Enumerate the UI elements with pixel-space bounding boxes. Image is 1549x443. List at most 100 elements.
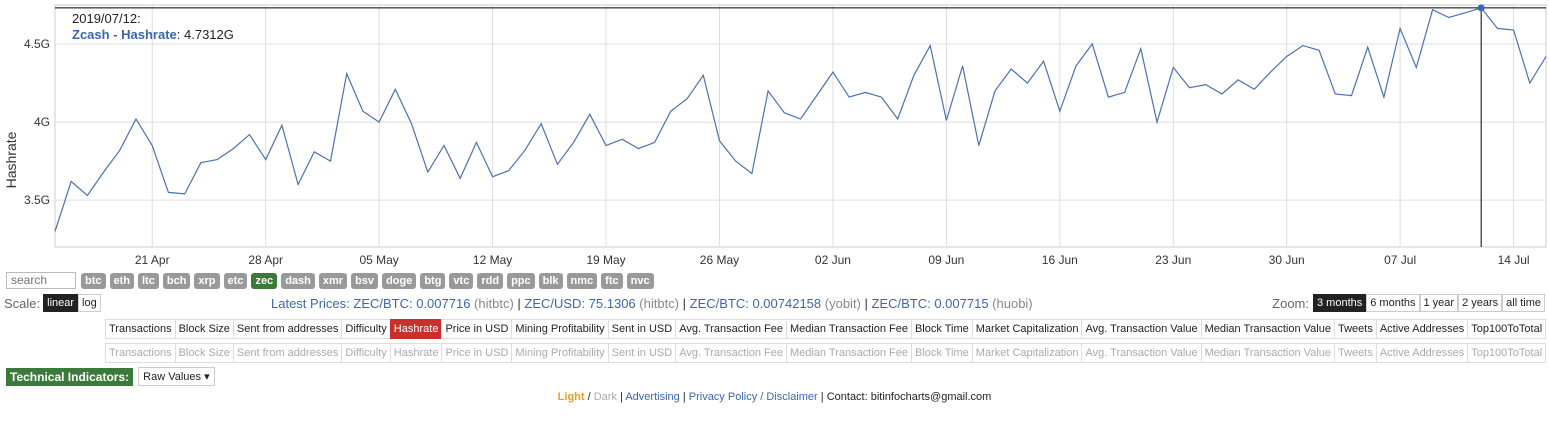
theme-light-link[interactable]: Light — [557, 391, 585, 403]
metric-sent-in-usd-tab[interactable]: Sent in USD — [607, 319, 677, 339]
metric-tweets-tab[interactable]: Tweets — [1333, 319, 1377, 339]
metric-active-addresses-tab[interactable]: Active Addresses — [1375, 319, 1469, 339]
prices-title: Latest Prices: — [271, 296, 354, 311]
zoom-control: Zoom: 3 months 6 months 1 year 2 years all t… — [1272, 294, 1545, 312]
compare-difficulty-tab[interactable]: Difficulty — [341, 343, 391, 363]
footer-sep: | — [616, 391, 626, 403]
compare-sent-in-usd-tab[interactable]: Sent in USD — [607, 343, 677, 363]
y-axis-label: Hashrate — [3, 131, 19, 188]
compare-median-transaction-value-tab[interactable]: Median Transaction Value — [1200, 343, 1335, 363]
metric-median-transaction-value-tab[interactable]: Median Transaction Value — [1200, 319, 1335, 339]
advertising-link[interactable]: Advertising — [625, 391, 680, 403]
coin-bsv[interactable]: bsv — [351, 273, 379, 289]
coin-ltc[interactable]: ltc — [138, 273, 159, 289]
zoom-6-months-button[interactable]: 6 months — [1366, 294, 1420, 312]
compare-mining-profitability-tab[interactable]: Mining Profitability — [511, 343, 609, 363]
x-tick-label: 28 Apr — [248, 253, 283, 267]
hashrate-series-line — [54, 7, 1547, 232]
coin-nmc[interactable]: nmc — [566, 273, 598, 289]
metric-tabs-secondary: Transactions Block Size Sent from addresse… — [105, 343, 1547, 363]
coin-btc[interactable]: btc — [81, 273, 106, 289]
metric-transactions-tab[interactable]: Transactions — [105, 319, 176, 339]
x-tick-label: 19 May — [586, 253, 625, 267]
coin-doge[interactable]: doge — [382, 273, 417, 289]
metric-block-size-tab[interactable]: Block Size — [174, 319, 234, 339]
scale-linear-button[interactable]: linear — [43, 294, 79, 312]
compare-avg-transaction-value-tab[interactable]: Avg. Transaction Value — [1081, 343, 1202, 363]
x-tick-label: 12 May — [473, 253, 512, 267]
price-value[interactable]: ZEC/BTC: 0.007715 — [871, 296, 989, 311]
price-source: (yobit) — [821, 296, 861, 311]
tooltip-date: 2019/07/12: — [72, 11, 141, 26]
compare-market-capitalization-tab[interactable]: Market Capitalization — [971, 343, 1083, 363]
coin-list: btc eth ltc bch xrp etc zec dash xmr bsv doge btg vt… — [81, 271, 658, 289]
tooltip-number: 4.7312G — [184, 27, 234, 42]
price-separator: | — [679, 296, 690, 311]
compare-transactions-tab[interactable]: Transactions — [105, 343, 176, 363]
coin-btg[interactable]: btg — [420, 273, 446, 289]
zoom-3-months-button[interactable]: 3 months — [1313, 294, 1367, 312]
compare-top100tototal-tab[interactable]: Top100ToTotal — [1467, 343, 1547, 363]
coin-dash[interactable]: dash — [281, 273, 315, 289]
zoom-all-time-button[interactable]: all time — [1502, 294, 1545, 312]
price-value[interactable]: ZEC/BTC: 0.00742158 — [689, 296, 822, 311]
price-value[interactable]: ZEC/USD: 75.1306 — [524, 296, 636, 311]
privacy-policy-link[interactable]: Privacy Policy / Disclaimer — [688, 391, 818, 403]
coin-bch[interactable]: bch — [162, 273, 191, 289]
coin-etc[interactable]: etc — [223, 273, 248, 289]
coin-eth[interactable]: eth — [109, 273, 134, 289]
metric-top100tototal-tab[interactable]: Top100ToTotal — [1467, 319, 1547, 339]
scale-log-button[interactable]: log — [78, 294, 101, 312]
metric-hashrate-tab[interactable]: Hashrate — [389, 319, 443, 339]
compare-hashrate-tab[interactable]: Hashrate — [389, 343, 443, 363]
hashrate-chart[interactable]: 3.5G 4G 4.5G 21 Apr 28 Apr 05 May 12 May 19 Ma… — [0, 0, 1549, 268]
footer: Light / Dark | Advertising | Privacy Pol… — [0, 391, 1549, 403]
search-input[interactable] — [6, 271, 76, 289]
compare-tweets-tab[interactable]: Tweets — [1333, 343, 1377, 363]
metric-price-in-usd-tab[interactable]: Price in USD — [441, 319, 513, 339]
metric-difficulty-tab[interactable]: Difficulty — [341, 319, 391, 339]
x-tick-label: 09 Jun — [928, 253, 964, 267]
metric-mining-profitability-tab[interactable]: Mining Profitability — [511, 319, 609, 339]
x-tick-label: 21 Apr — [135, 253, 170, 267]
compare-block-time-tab[interactable]: Block Time — [910, 343, 973, 363]
metric-avg-transaction-value-tab[interactable]: Avg. Transaction Value — [1081, 319, 1202, 339]
metric-sent-from-addresses-tab[interactable]: Sent from addresses — [232, 319, 343, 339]
price-source: (hitbtc) — [635, 296, 680, 311]
theme-dark-link[interactable]: Dark — [593, 391, 617, 403]
coin-xrp[interactable]: xrp — [194, 273, 220, 289]
compare-block-size-tab[interactable]: Block Size — [174, 343, 234, 363]
y-tick-label: 3.5G — [24, 193, 50, 207]
compare-sent-from-addresses-tab[interactable]: Sent from addresses — [232, 343, 343, 363]
coin-nvc[interactable]: nvc — [626, 273, 654, 289]
coin-zec[interactable]: zec — [251, 273, 278, 289]
metric-median-transaction-fee-tab[interactable]: Median Transaction Fee — [785, 319, 912, 339]
zoom-1-year-button[interactable]: 1 year — [1419, 294, 1459, 312]
highlight-point — [1477, 4, 1485, 12]
compare-price-in-usd-tab[interactable]: Price in USD — [441, 343, 513, 363]
coin-blk[interactable]: blk — [538, 273, 563, 289]
metric-market-capitalization-tab[interactable]: Market Capitalization — [971, 319, 1083, 339]
price-value[interactable]: ZEC/BTC: 0.007716 — [353, 296, 471, 311]
coin-rdd[interactable]: rdd — [477, 273, 504, 289]
coin-ppc[interactable]: ppc — [507, 273, 535, 289]
price-source: (huobi) — [988, 296, 1033, 311]
metric-block-time-tab[interactable]: Block Time — [910, 319, 973, 339]
coin-ftc[interactable]: ftc — [601, 273, 623, 289]
metric-tabs: Transactions Block Size Sent from addresse… — [105, 319, 1547, 339]
metric-avg-transaction-fee-tab[interactable]: Avg. Transaction Fee — [675, 319, 787, 339]
coin-xmr[interactable]: xmr — [318, 273, 348, 289]
price-source: (hitbtc) — [470, 296, 514, 311]
footer-sep: | — [679, 391, 689, 403]
scale-control: Scale: linear log — [4, 294, 101, 312]
price-separator: | — [860, 296, 872, 311]
zoom-2-years-button[interactable]: 2 years — [1458, 294, 1503, 312]
raw-values-dropdown[interactable]: Raw Values ▾ — [138, 367, 215, 386]
compare-avg-transaction-fee-tab[interactable]: Avg. Transaction Fee — [675, 343, 787, 363]
coin-selector: btcethltcbchxrpetczecdashxmrbsvdogebtgvt… — [6, 271, 658, 289]
coin-vtc[interactable]: vtc — [449, 273, 474, 289]
technical-indicators-label: Technical Indicators: — [6, 367, 134, 386]
compare-median-transaction-fee-tab[interactable]: Median Transaction Fee — [785, 343, 912, 363]
latest-prices: Latest Prices: ZEC/BTC: 0.007716 (hitbtc… — [271, 296, 1033, 311]
compare-active-addresses-tab[interactable]: Active Addresses — [1375, 343, 1469, 363]
